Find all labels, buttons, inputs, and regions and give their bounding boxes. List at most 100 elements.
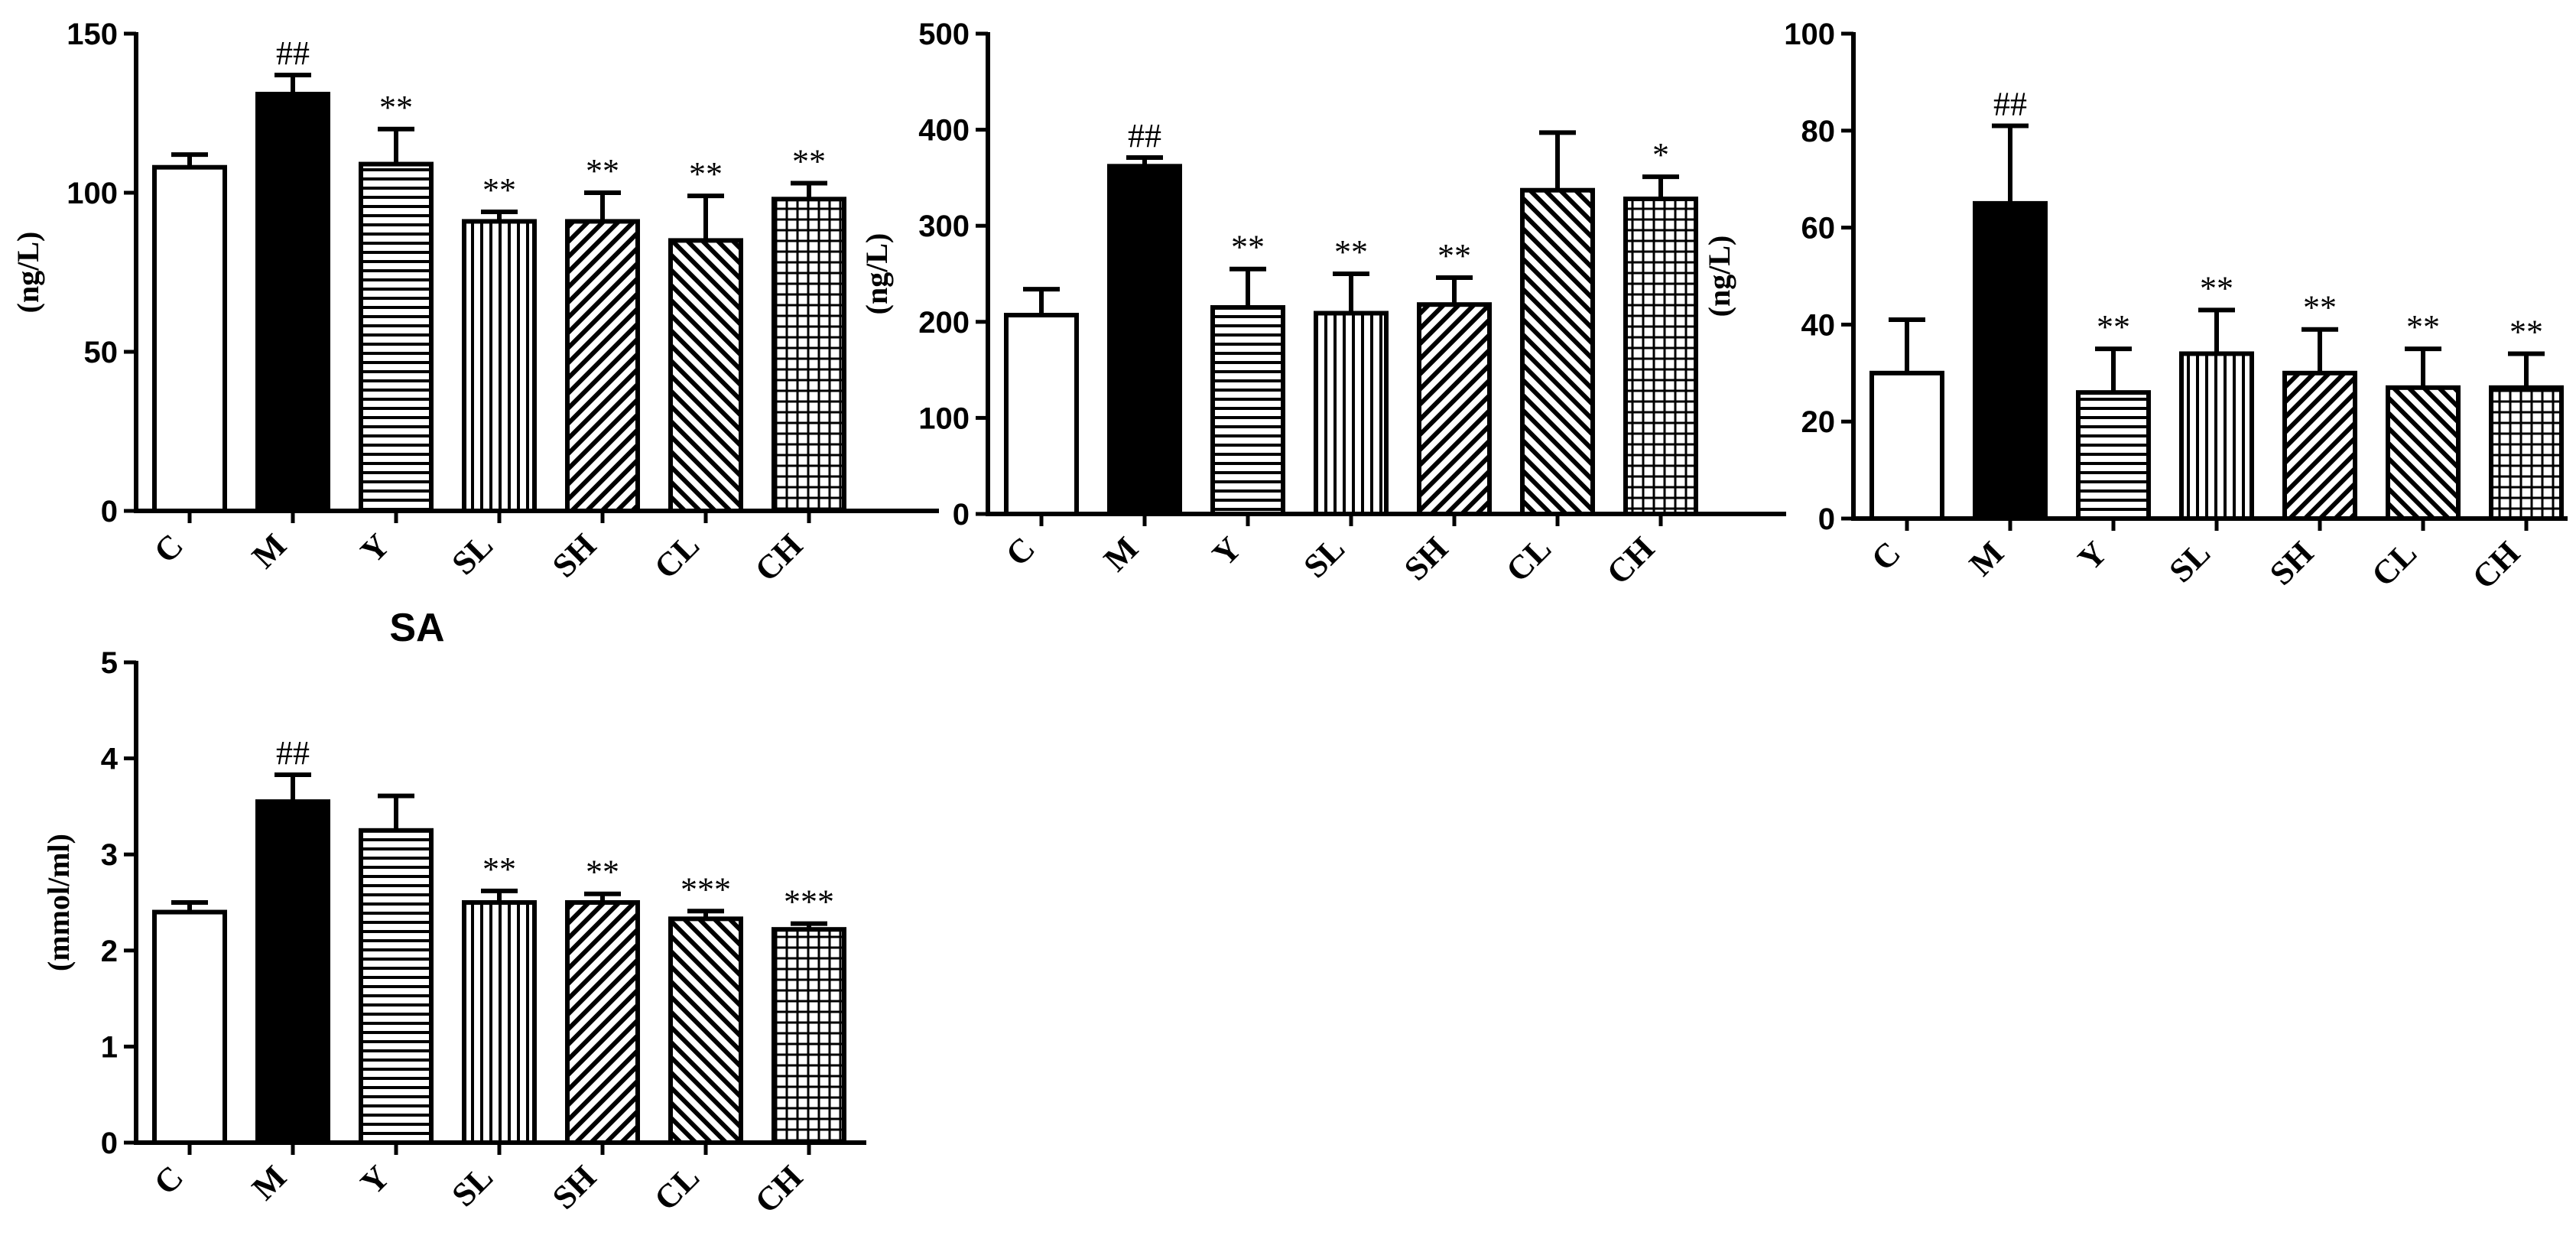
chart-panel-sa: 0 1 2 3 4 5 (mmol/ml) SA C ## M Y ** SL ** SH *** CL *** CH xyxy=(41,606,866,1221)
bar-cl xyxy=(2386,385,2461,521)
bar-m xyxy=(255,92,330,514)
x-tick-label: C xyxy=(147,526,190,570)
y-tick-label: 100 xyxy=(918,402,970,435)
significance-label: ** xyxy=(379,89,413,126)
y-tick-label: 1 xyxy=(101,1030,118,1064)
bar-sl xyxy=(462,219,537,513)
y-tick-label: 40 xyxy=(1801,308,1836,342)
bar-sl xyxy=(462,900,537,1145)
x-tick-label: SL xyxy=(444,526,500,582)
significance-label: ** xyxy=(792,143,826,180)
x-tick-label: C xyxy=(1864,534,1908,577)
y-tick-label: 60 xyxy=(1801,212,1836,246)
x-tick-label: Y xyxy=(353,526,397,570)
significance-label: ## xyxy=(1128,117,1161,154)
y-tick-label: 3 xyxy=(101,838,118,872)
bar-y xyxy=(359,161,434,513)
x-tick-label: C xyxy=(147,1158,190,1202)
x-tick-label: M xyxy=(245,526,294,575)
significance-label: ** xyxy=(1231,229,1265,266)
x-tick-label: SL xyxy=(1296,529,1352,585)
x-tick-label: M xyxy=(1096,529,1145,578)
y-axis-label: (ng/L) xyxy=(11,232,45,314)
significance-label: ** xyxy=(2097,308,2130,346)
y-axis-label: (mmol/ml) xyxy=(41,834,76,971)
chart-panel-3: 0 20 40 60 80 100 (ng/L) C ## M ** Y ** SL ** SH ** CL ** C… xyxy=(1702,18,2568,597)
x-tick-label: SL xyxy=(444,1158,500,1214)
x-tick-label: SH xyxy=(2263,534,2321,592)
bar-cl xyxy=(668,916,743,1146)
significance-label: ** xyxy=(689,155,723,193)
bar-m xyxy=(1973,200,2048,521)
x-tick-label: CL xyxy=(1499,529,1558,589)
significance-label: ** xyxy=(2509,313,2543,350)
bar-c xyxy=(152,164,227,513)
bar-y xyxy=(2076,390,2151,521)
bar-sh xyxy=(565,219,640,513)
bar-sl xyxy=(1314,311,1389,516)
significance-label: ## xyxy=(276,734,310,772)
y-tick-label: 2 xyxy=(101,935,118,968)
x-tick-label: CL xyxy=(647,526,707,586)
bar-sh xyxy=(1417,302,1492,516)
significance-label: ** xyxy=(586,854,619,891)
significance-label: ** xyxy=(482,850,516,888)
bar-m xyxy=(255,799,330,1145)
x-tick-label: SL xyxy=(2162,534,2217,590)
x-tick-label: M xyxy=(245,1158,294,1207)
significance-label: *** xyxy=(681,870,731,908)
bar-c xyxy=(1004,313,1079,516)
y-tick-label: 400 xyxy=(918,114,970,148)
bar-sh xyxy=(2282,370,2357,521)
x-tick-label: CH xyxy=(1600,529,1662,591)
significance-label: *** xyxy=(784,883,834,921)
bar-sl xyxy=(2179,351,2254,521)
y-tick-label: 20 xyxy=(1801,405,1836,439)
y-tick-label: 0 xyxy=(953,498,970,532)
y-tick-label: 50 xyxy=(84,336,119,369)
bar-ch xyxy=(772,927,846,1145)
bar-ch xyxy=(772,197,846,513)
bar-c xyxy=(152,909,227,1146)
x-tick-label: SH xyxy=(545,1158,603,1216)
x-tick-label: M xyxy=(1962,534,2011,583)
x-tick-label: CL xyxy=(2364,534,2424,593)
y-tick-label: 100 xyxy=(67,177,118,210)
significance-label: ## xyxy=(276,34,310,72)
y-tick-label: 200 xyxy=(918,306,970,340)
significance-label: ** xyxy=(2303,289,2337,327)
y-tick-label: 300 xyxy=(918,210,970,243)
x-tick-label: SH xyxy=(1397,529,1455,587)
y-tick-label: 5 xyxy=(101,646,118,680)
bar-sh xyxy=(565,900,640,1145)
significance-label: ** xyxy=(482,171,516,209)
x-tick-label: Y xyxy=(353,1158,397,1202)
chart-title: SA xyxy=(389,606,444,650)
y-axis-label: (ng/L) xyxy=(1702,236,1736,317)
y-tick-label: 80 xyxy=(1801,115,1836,148)
y-tick-label: 0 xyxy=(101,495,118,528)
y-tick-label: 4 xyxy=(101,743,119,776)
significance-label: ** xyxy=(586,152,619,190)
bar-y xyxy=(359,828,434,1146)
bar-ch xyxy=(1623,197,1698,516)
x-tick-label: C xyxy=(999,529,1042,573)
x-tick-label: CH xyxy=(748,1158,810,1220)
significance-label: ** xyxy=(2200,269,2233,307)
y-tick-label: 100 xyxy=(1784,18,1835,51)
y-tick-label: 150 xyxy=(67,18,118,51)
y-tick-label: 500 xyxy=(918,18,970,51)
significance-label: * xyxy=(1652,136,1669,174)
x-tick-label: Y xyxy=(1205,529,1249,573)
y-tick-label: 0 xyxy=(1818,502,1835,536)
chart-panel-1: 0 50 100 150 (ng/L) C ## M ** Y ** SL ** SH ** CL ** CH xyxy=(11,18,939,589)
bar-cl xyxy=(1520,187,1595,516)
bar-c xyxy=(1869,370,1944,521)
x-tick-label: Y xyxy=(2071,534,2114,577)
bar-m xyxy=(1107,164,1182,516)
chart-panel-2: 0 100 200 300 400 500 (ng/L) C ## M ** Y ** SL ** SH CL *… xyxy=(859,18,1786,592)
y-axis-label: (ng/L) xyxy=(859,233,894,315)
significance-label: ** xyxy=(1334,233,1368,271)
x-tick-label: CL xyxy=(647,1158,707,1218)
